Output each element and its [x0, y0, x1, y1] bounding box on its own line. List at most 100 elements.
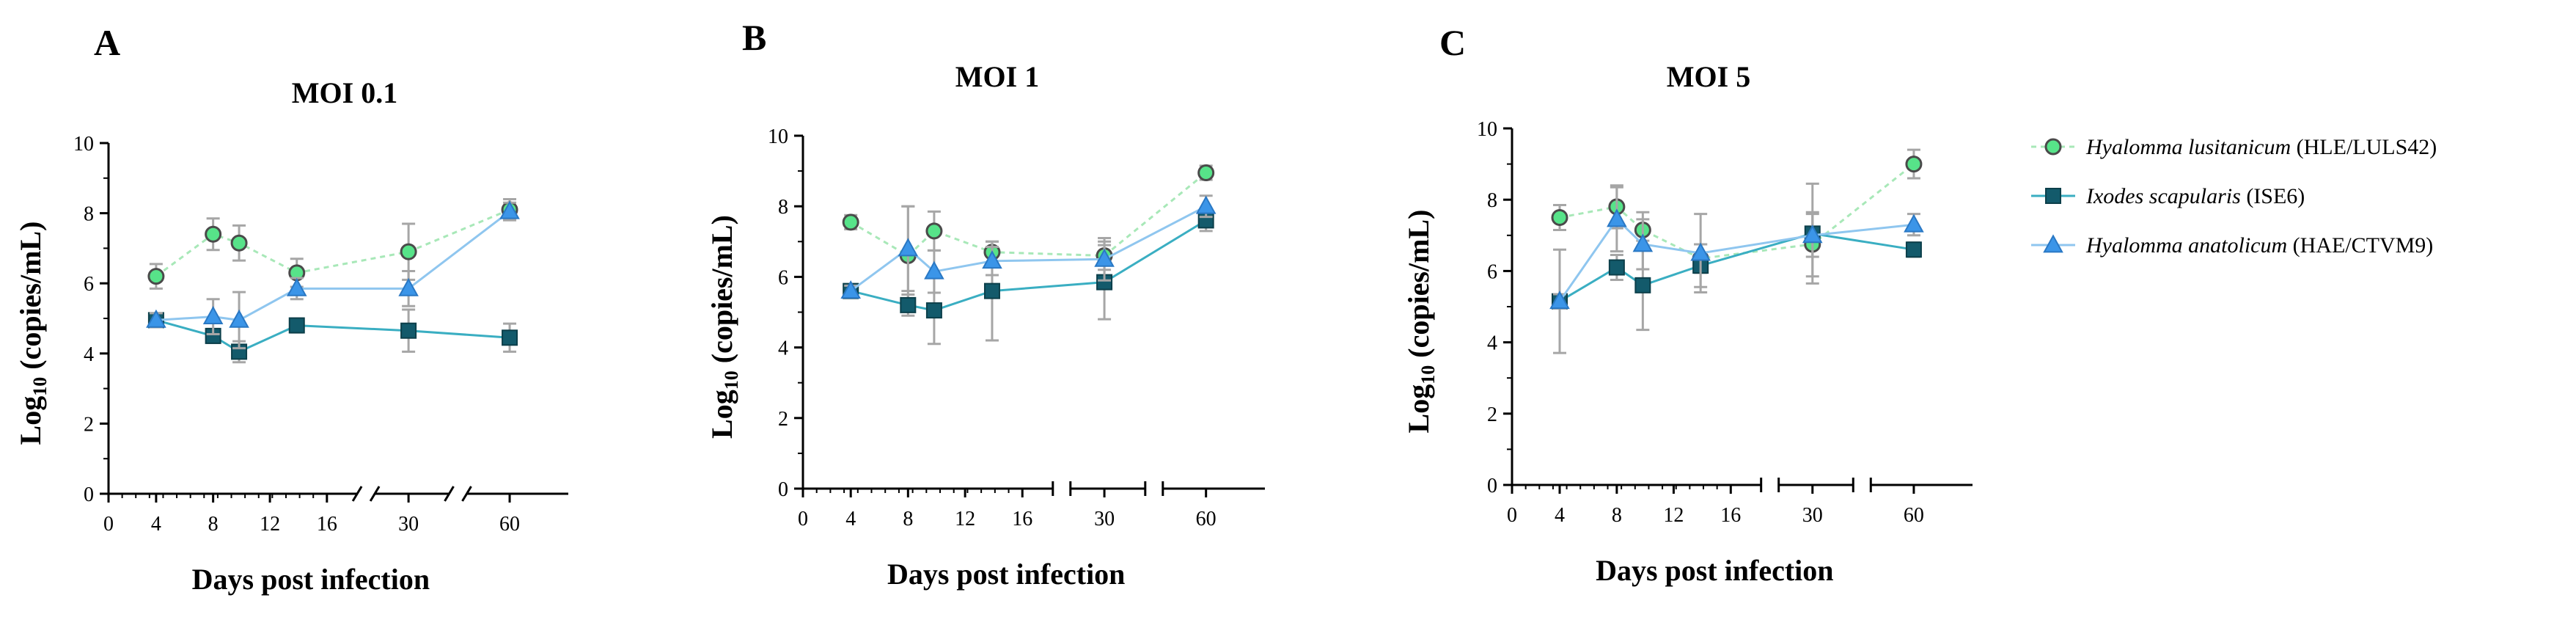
data-point: [229, 309, 249, 328]
data-point: [1905, 241, 1922, 258]
axis-break-mark: [444, 486, 455, 502]
series-line: [155, 208, 510, 277]
data-point: [202, 305, 224, 325]
y-axis-title-subscript: 10: [721, 370, 742, 390]
data-point: [400, 243, 417, 260]
data-point: [900, 296, 917, 313]
x-axis-title: Days post infection: [887, 558, 1125, 591]
y-tick-label: 4: [778, 337, 788, 360]
y-axis-title-prefix: Log: [705, 390, 738, 439]
data-point: [1549, 291, 1570, 310]
legend-species: Hyalomma lusitanicum: [2085, 135, 2291, 159]
data-point: [1195, 195, 1217, 214]
series-line: [155, 211, 511, 321]
x-tick-label: 12: [1663, 504, 1684, 527]
series-circle: [147, 197, 518, 290]
panel-title: MOI 5: [1667, 60, 1750, 93]
data-point: [1632, 233, 1654, 252]
x-tick-label: 0: [1507, 504, 1517, 527]
legend-marker: [2044, 138, 2062, 156]
chart-panel-b: B MOI 1 0 2 4 6 8 10 0 4 8 12 16 30 60 Days post infect…: [705, 17, 1265, 591]
y-tick-label: 0: [1487, 475, 1497, 497]
x-tick-label: 8: [1612, 504, 1622, 527]
series-circle: [1551, 148, 1923, 278]
y-tick-label: 4: [84, 343, 94, 366]
axis-break-mark: [351, 486, 363, 502]
y-tick-label: 4: [1487, 332, 1497, 355]
legend-species: Ixodes scapularis: [2085, 184, 2241, 208]
y-axis-title: Log10 (copies/mL): [1402, 210, 1439, 434]
data-point: [1802, 224, 1823, 244]
legend-item: Hyalomma anatolicum (HAE/CTVM9): [2031, 233, 2433, 258]
legend-label: Hyalomma anatolicum (HAE/CTVM9): [2085, 233, 2433, 258]
x-tick-label: 0: [798, 508, 808, 530]
x-tick-label: 0: [103, 513, 114, 536]
y-tick-label: 2: [778, 408, 788, 431]
x-axis-title: Days post infection: [1596, 554, 1833, 587]
data-point: [147, 268, 165, 285]
legend-species: Hyalomma anatolicum: [2085, 233, 2287, 258]
x-tick-label: 8: [903, 508, 913, 530]
y-axis-title-suffix: (copies/mL): [705, 215, 738, 370]
data-point: [1608, 259, 1625, 276]
y-tick-label: 2: [1487, 404, 1497, 426]
series-line: [1559, 232, 1915, 302]
data-point: [898, 238, 919, 257]
y-axis-title-suffix: (copies/mL): [1402, 210, 1435, 365]
y-tick-label: 6: [778, 266, 788, 289]
y-tick-label: 8: [84, 203, 94, 226]
data-point: [1551, 209, 1568, 226]
y-tick-label: 10: [1477, 118, 1497, 141]
y-axis-title-prefix: Log: [14, 396, 47, 445]
x-tick-label: 4: [151, 513, 161, 536]
y-tick-label: 6: [84, 273, 94, 296]
axis-break-mark: [461, 486, 472, 502]
legend: Hyalomma lusitanicum (HLE/LULS42) Ixodes …: [2031, 135, 2437, 258]
series-line: [850, 172, 1207, 258]
x-tick-label: 16: [1012, 508, 1032, 530]
data-point: [205, 225, 222, 243]
chart-panel-a: A MOI 0.1 0 2 4 6 8 10 0 4 8 12 16 30 60 Days post infe…: [14, 22, 568, 596]
data-point: [925, 302, 942, 319]
x-tick-label: 30: [398, 513, 419, 536]
series-circle: [842, 164, 1215, 307]
x-tick-label: 60: [1196, 508, 1217, 530]
x-tick-label: 30: [1802, 504, 1823, 527]
x-tick-label: 4: [845, 508, 856, 530]
y-tick-label: 2: [84, 413, 94, 436]
series-triangle: [840, 194, 1217, 299]
legend-code: (ISE6): [2241, 184, 2305, 208]
legend-code: (HAE/CTVM9): [2287, 233, 2433, 258]
x-tick-label: 16: [317, 513, 337, 536]
panel-title: MOI 0.1: [292, 76, 397, 109]
y-axis-title-suffix: (copies/mL): [14, 222, 47, 377]
data-point: [1904, 213, 1924, 233]
data-point: [146, 309, 166, 328]
data-point: [1607, 208, 1627, 227]
data-point: [983, 282, 1000, 299]
legend-code: (HLE/LULS42): [2291, 135, 2437, 159]
y-tick-label: 6: [1487, 260, 1497, 283]
data-point: [502, 329, 518, 346]
panel-title: MOI 1: [955, 60, 1039, 93]
x-tick-label: 30: [1094, 508, 1115, 530]
y-axis-title: Log10 (copies/mL): [14, 222, 51, 445]
y-tick-label: 0: [84, 483, 94, 506]
y-tick-label: 8: [778, 196, 788, 219]
series-triangle: [146, 200, 520, 350]
data-point: [400, 322, 417, 339]
data-point: [1634, 277, 1651, 293]
panel-letter: A: [94, 22, 120, 63]
legend-item: Ixodes scapularis (ISE6): [2031, 184, 2305, 208]
data-point: [982, 250, 1002, 269]
data-point: [1094, 248, 1115, 267]
chart-panel-c: C MOI 5 0 2 4 6 8 10 0 4 8 12 16 30 60 Days post infect…: [1402, 22, 1973, 587]
x-tick-label: 16: [1720, 504, 1741, 527]
legend-label: Hyalomma lusitanicum (HLE/LULS42): [2085, 135, 2437, 159]
series-line: [155, 318, 510, 354]
y-axis-title-subscript: 10: [1417, 365, 1439, 384]
data-point: [230, 234, 248, 252]
x-tick-label: 60: [1904, 504, 1924, 527]
panel-letter: B: [742, 17, 766, 58]
x-tick-label: 8: [208, 513, 219, 536]
